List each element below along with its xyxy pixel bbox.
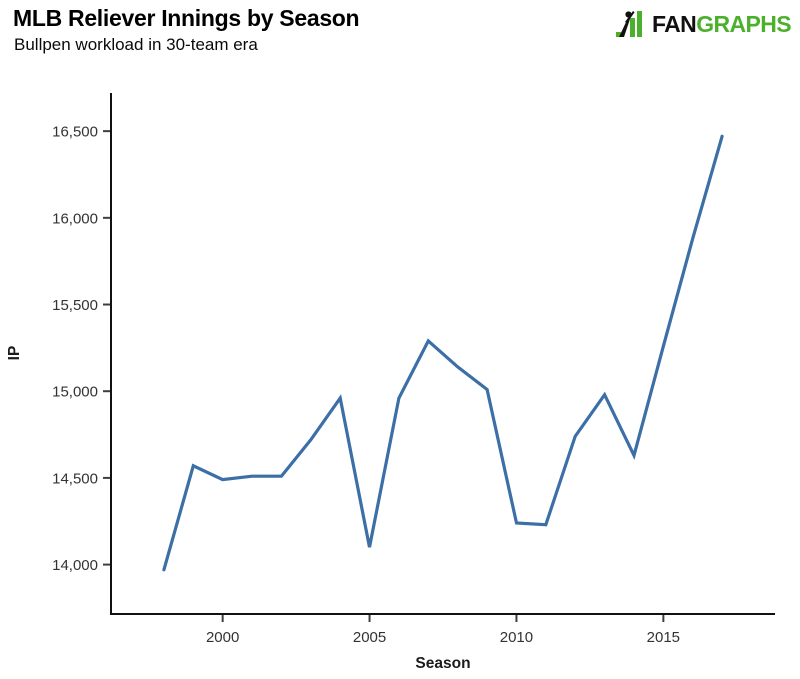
y-tick-label: 15,000 [52,384,98,401]
y-axis-tick-labels: 14,000 14,500 15,000 15,500 16,000 16,500 [52,124,98,574]
x-axis-ticks [221,614,665,622]
x-tick-label: 2015 [647,629,680,646]
logo-text-graphs: GRAPHS [696,11,791,37]
x-axis-tick-labels: 2000 2005 2010 2015 [206,629,680,646]
y-axis-title: IP [6,346,23,361]
y-tick-label: 16,500 [52,124,98,141]
y-tick-label: 14,000 [52,557,98,574]
logo-text-fan: FAN [651,11,697,37]
x-axis-title: Season [415,655,470,672]
chart-subtitle: Bullpen workload in 30-team era [14,35,258,54]
fangraphs-logo-icon [615,11,642,37]
reliever-ip-series-line [162,134,724,572]
y-tick-label: 14,500 [52,470,98,487]
x-tick-label: 2010 [500,629,533,646]
chart-title: MLB Reliever Innings by Season [13,5,360,31]
x-tick-label: 2005 [353,629,386,646]
y-axis-ticks [103,130,111,566]
y-tick-label: 16,000 [52,210,98,227]
fangraphs-logo: FAN GRAPHS [615,9,792,38]
y-tick-label: 15,500 [52,297,98,314]
x-tick-label: 2000 [206,629,239,646]
